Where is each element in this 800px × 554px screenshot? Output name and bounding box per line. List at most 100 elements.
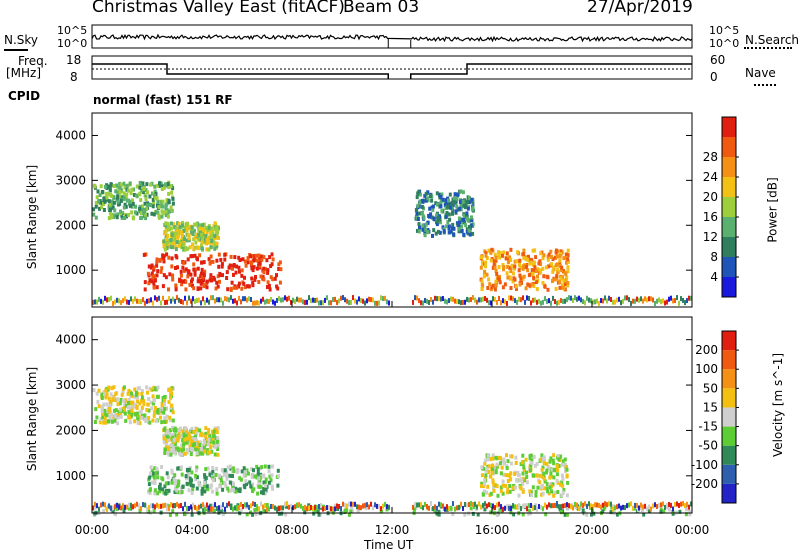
colorbar-frame xyxy=(721,330,737,504)
echo-cell xyxy=(565,275,569,280)
echo-cell xyxy=(153,488,157,493)
ground-scatter-cell xyxy=(432,299,434,305)
ground-scatter-cell xyxy=(212,295,214,301)
echo-cell xyxy=(271,277,275,282)
echo-cell xyxy=(248,480,252,485)
echo-cell xyxy=(539,262,543,266)
ground-scatter-cell xyxy=(630,300,632,306)
ground-scatter-cell xyxy=(138,299,140,305)
ground-scatter-cell xyxy=(612,299,614,305)
echo-cell xyxy=(263,487,267,492)
ground-scatter-cell xyxy=(164,300,166,306)
echo-cell xyxy=(186,269,190,274)
echo-cell xyxy=(418,200,422,205)
ground-scatter-cell xyxy=(446,504,448,510)
echo-cell xyxy=(211,241,215,246)
echo-cell xyxy=(202,230,206,235)
echo-cell xyxy=(462,232,466,237)
echo-cell xyxy=(466,206,470,211)
echo-cell xyxy=(520,460,524,465)
echo-cell xyxy=(493,252,497,257)
ground-scatter-cell xyxy=(672,298,674,304)
echo-cell xyxy=(205,247,209,252)
ground-scatter-cell xyxy=(206,297,208,303)
echo-cell xyxy=(467,225,471,229)
echo-cell xyxy=(458,219,462,224)
ground-scatter-cell xyxy=(312,506,314,512)
echo-cell xyxy=(542,455,546,460)
echo-cell xyxy=(180,443,184,448)
echo-cell xyxy=(529,260,533,265)
echo-cell xyxy=(491,480,495,485)
echo-cell xyxy=(385,507,389,512)
echo-cell xyxy=(494,283,498,288)
echo-cell xyxy=(166,221,170,226)
ground-scatter-cell xyxy=(214,502,216,508)
echo-cell xyxy=(158,482,162,487)
echo-cell xyxy=(246,256,250,261)
echo-cell xyxy=(196,440,200,445)
echo-cell xyxy=(498,280,502,285)
echo-cell xyxy=(138,421,142,426)
echo-cell xyxy=(243,469,247,474)
echo-cell xyxy=(262,508,266,513)
echo-cell xyxy=(555,478,559,483)
echo-cell xyxy=(100,409,104,413)
echo-cell xyxy=(166,481,170,486)
echo-cell xyxy=(143,212,147,217)
echo-cell xyxy=(138,180,142,185)
echo-cell xyxy=(517,473,521,478)
echo-cell xyxy=(487,248,491,253)
echo-cell xyxy=(216,452,220,457)
echo-cell xyxy=(164,206,168,211)
ground-scatter-cell xyxy=(218,297,220,303)
echo-cell xyxy=(533,248,537,253)
echo-cell xyxy=(165,198,169,203)
echo-cell xyxy=(242,281,246,286)
ground-scatter-cell xyxy=(500,504,502,510)
ground-scatter-cell xyxy=(222,502,224,508)
echo-cell xyxy=(350,505,354,510)
echo-cell xyxy=(553,277,557,282)
echo-cell xyxy=(541,483,544,488)
ground-scatter-cell xyxy=(660,299,662,305)
ground-scatter-cell xyxy=(272,299,274,305)
ground-scatter-cell xyxy=(108,503,110,509)
echo-cell xyxy=(116,194,120,199)
ground-scatter-cell xyxy=(206,502,208,508)
echo-cell xyxy=(532,284,536,288)
echo-cell xyxy=(182,432,186,437)
echo-cell xyxy=(439,201,443,206)
echo-cell xyxy=(197,226,201,231)
ground-scatter-cell xyxy=(568,295,570,301)
echo-cell xyxy=(423,233,427,238)
echo-cell xyxy=(195,451,199,456)
echo-cell xyxy=(119,198,123,203)
echo-cell xyxy=(165,439,169,443)
echo-cell xyxy=(486,457,490,462)
echo-cell xyxy=(169,184,173,189)
ground-scatter-cell xyxy=(266,506,268,512)
echo-cell xyxy=(154,387,158,392)
echo-cell xyxy=(159,269,163,274)
echo-cell xyxy=(212,275,216,280)
echo-cell xyxy=(111,203,115,208)
ground-scatter-cell xyxy=(594,299,596,305)
echo-cell xyxy=(185,228,189,233)
echo-cell xyxy=(203,440,207,445)
echo-cell xyxy=(498,507,502,512)
echo-cell xyxy=(566,259,570,264)
ground-scatter-cell xyxy=(348,501,350,507)
echo-cell xyxy=(251,473,255,478)
echo-cell xyxy=(186,257,190,262)
echo-cell xyxy=(140,406,144,410)
ground-scatter-cell xyxy=(552,295,554,301)
echo-cell xyxy=(506,260,510,265)
echo-cell xyxy=(565,467,569,472)
echo-cell xyxy=(505,453,508,458)
echo-cell xyxy=(433,508,437,513)
ground-scatter-cell xyxy=(304,504,306,510)
ground-scatter-cell xyxy=(480,504,482,510)
echo-cell xyxy=(262,255,266,260)
ground-scatter-cell xyxy=(158,503,160,509)
